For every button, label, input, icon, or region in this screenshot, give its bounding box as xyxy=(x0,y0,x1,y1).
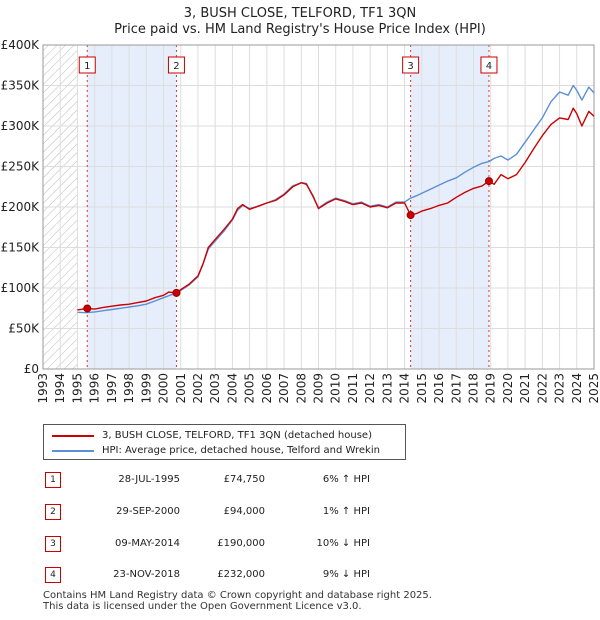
y-tick-label: £150K xyxy=(1,241,41,255)
price-chart: 1 2 3 4 £0 £50K £100K £150K £200K £250K £300K £350K… xyxy=(1,38,600,404)
y-tick-label: £100K xyxy=(1,281,41,295)
sale-number-label: 4 xyxy=(486,61,492,72)
title-line-2: Price paid vs. HM Land Registry's House … xyxy=(114,22,486,37)
y-tick-label: £0 xyxy=(24,362,39,376)
footer-copyright: Contains HM Land Registry data © Crown c… xyxy=(43,590,432,601)
sale-number-badge: 1 xyxy=(45,472,61,488)
x-tick-label: 2023 xyxy=(553,373,567,404)
sale-number-badge: 4 xyxy=(45,567,61,583)
legend-line-hpi xyxy=(52,450,94,452)
y-tick-label: £50K xyxy=(8,322,40,336)
x-tick-label: 2022 xyxy=(535,373,549,404)
x-tick-label: 2013 xyxy=(380,373,394,404)
x-tick-label: 1997 xyxy=(105,373,119,404)
sale-price: £190,000 xyxy=(217,538,265,549)
series-line-property xyxy=(77,107,595,311)
sale-number-frame xyxy=(480,56,498,74)
x-tick-label: 2016 xyxy=(432,373,446,404)
sale-number-badge: 2 xyxy=(45,504,61,520)
sale-number-label: 1 xyxy=(84,61,90,72)
legend: 3, BUSH CLOSE, TELFORD, TF1 3QN (detache… xyxy=(43,424,406,460)
x-tick-label: 2010 xyxy=(329,373,343,404)
sale-price: £232,000 xyxy=(217,569,265,580)
x-tick-label: 2017 xyxy=(449,373,463,404)
sale-number-frame xyxy=(167,56,185,74)
sale-row: 2 29-SEP-2000 £94,000 1% ↑ HPI xyxy=(0,504,600,524)
sale-number-box: 2 xyxy=(167,56,185,74)
sale-point xyxy=(484,177,493,186)
x-tick-label: 2005 xyxy=(243,373,257,404)
legend-label-hpi: HPI: Average price, detached house, Telf… xyxy=(102,445,380,456)
x-tick-label: 1993 xyxy=(36,373,50,404)
x-tick-label: 1999 xyxy=(139,373,153,404)
sale-number-box: 4 xyxy=(480,56,498,74)
x-tick-label: 2000 xyxy=(157,373,171,404)
sale-number-label: 2 xyxy=(173,61,179,72)
sale-hpi-diff: 9% ↓ HPI xyxy=(322,569,370,580)
sale-point xyxy=(406,211,415,220)
x-tick-label: 2012 xyxy=(363,373,377,404)
x-tick-label: 2009 xyxy=(312,373,326,404)
x-tick-label: 1996 xyxy=(88,373,102,404)
x-tick-label: 2006 xyxy=(260,373,274,404)
sale-row: 4 23-NOV-2018 £232,000 9% ↓ HPI xyxy=(0,567,600,587)
x-tick-label: 1995 xyxy=(70,373,84,404)
footer-licence: This data is licensed under the Open Gov… xyxy=(43,601,362,612)
sale-number-label: 3 xyxy=(407,61,413,72)
chart-title: 3, BUSH CLOSE, TELFORD, TF1 3QN Price pa… xyxy=(0,6,600,38)
x-tick-label: 2014 xyxy=(398,373,412,404)
x-tick-label: 2011 xyxy=(346,373,360,404)
sale-row: 1 28-JUL-1995 £74,750 6% ↑ HPI xyxy=(0,472,600,492)
x-tick-label: 2003 xyxy=(208,373,222,404)
sale-date: 28-JUL-1995 xyxy=(118,474,180,485)
title-line-1: 3, BUSH CLOSE, TELFORD, TF1 3QN xyxy=(183,6,417,21)
sale-hpi-diff: 6% ↑ HPI xyxy=(322,474,370,485)
legend-label-property: 3, BUSH CLOSE, TELFORD, TF1 3QN (detache… xyxy=(102,430,372,441)
sale-date: 23-NOV-2018 xyxy=(113,569,180,580)
sale-date: 09-MAY-2014 xyxy=(114,538,180,549)
sale-row: 3 09-MAY-2014 £190,000 10% ↓ HPI xyxy=(0,536,600,556)
y-tick-label: £250K xyxy=(1,160,41,174)
sale-number-box: 3 xyxy=(402,56,420,74)
legend-line-property xyxy=(52,435,94,437)
plot-frame xyxy=(42,44,595,370)
x-tick-label: 2018 xyxy=(466,373,480,404)
x-tick-label: 2004 xyxy=(225,373,239,404)
footer: Contains HM Land Registry data © Crown c… xyxy=(43,590,432,612)
sale-point xyxy=(172,288,181,297)
y-tick-label: £300K xyxy=(1,119,41,133)
y-tick-label: £400K xyxy=(1,38,41,52)
sale-price: £94,000 xyxy=(223,506,265,517)
x-tick-label: 2025 xyxy=(587,373,600,404)
sale-number-frame xyxy=(402,56,420,74)
x-tick-label: 2020 xyxy=(501,373,515,404)
x-tick-label: 2015 xyxy=(415,373,429,404)
x-tick-label: 2001 xyxy=(174,373,188,404)
x-tick-label: 1994 xyxy=(53,373,67,404)
sale-hpi-diff: 1% ↑ HPI xyxy=(322,506,370,517)
x-tick-label: 1998 xyxy=(122,373,136,404)
sale-number-box: 1 xyxy=(78,56,96,74)
x-tick-label: 2021 xyxy=(518,373,532,404)
y-tick-label: £200K xyxy=(1,200,41,214)
x-tick-label: 2002 xyxy=(191,373,205,404)
sale-point xyxy=(83,304,92,313)
x-tick-label: 2008 xyxy=(294,373,308,404)
sale-price: £74,750 xyxy=(223,474,265,485)
sale-date: 29-SEP-2000 xyxy=(116,506,180,517)
sale-number-frame xyxy=(78,56,96,74)
sale-hpi-diff: 10% ↓ HPI xyxy=(316,538,370,549)
x-tick-label: 2024 xyxy=(570,373,584,404)
x-tick-label: 2019 xyxy=(484,373,498,404)
sale-number-badge: 3 xyxy=(45,536,61,552)
x-tick-label: 2007 xyxy=(277,373,291,404)
y-tick-label: £350K xyxy=(1,79,41,93)
